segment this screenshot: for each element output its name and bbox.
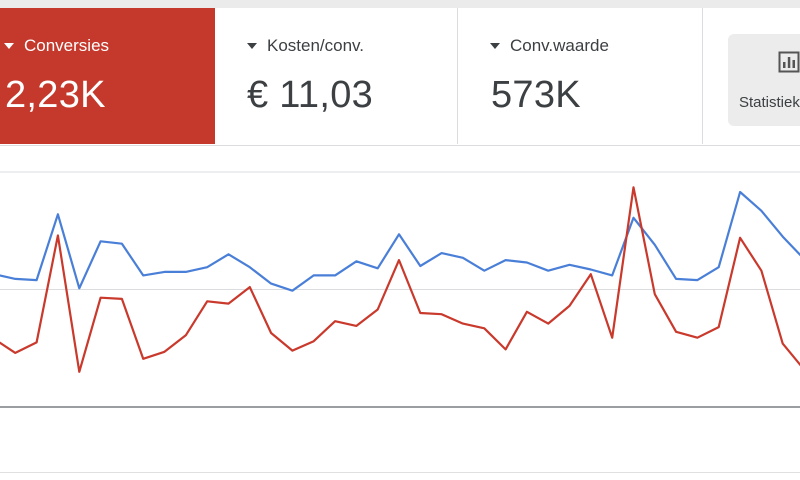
caret-down-icon[interactable]	[4, 43, 14, 49]
scorecard-value: 2,23K	[5, 74, 106, 116]
scorecard-label: Conversies	[24, 36, 110, 55]
scorecard-label-row: Conversies	[4, 36, 109, 56]
bottom-divider	[0, 472, 800, 473]
statistics-label: Statistieken	[739, 94, 800, 111]
caret-down-icon[interactable]	[247, 43, 257, 49]
scorecard-label-row: Conv.waarde	[490, 36, 609, 56]
bar-chart-icon	[778, 51, 800, 73]
performance-chart	[0, 146, 800, 472]
scorecard-label: Kosten/conv.	[267, 36, 365, 55]
scorecard-cost-per-conversion[interactable]: Kosten/conv. € 11,03	[215, 8, 458, 144]
scorecard-row: Conversies 2,23K Kosten/conv. € 11,03 Co…	[0, 8, 800, 146]
scorecard-value: € 11,03	[247, 74, 374, 116]
scorecard-conversions[interactable]: Conversies 2,23K	[0, 8, 215, 144]
scorecard-label-row: Kosten/conv.	[247, 36, 364, 56]
statistics-button[interactable]: Statistieken	[728, 34, 800, 126]
top-divider	[0, 0, 800, 8]
series-line-red	[0, 186, 800, 373]
scorecard-value: 573K	[491, 74, 581, 116]
series-line-blue	[0, 190, 800, 292]
line-chart	[0, 171, 800, 408]
caret-down-icon[interactable]	[490, 43, 500, 49]
scorecard-conversion-value[interactable]: Conv.waarde 573K	[458, 8, 703, 144]
scorecard-label: Conv.waarde	[510, 36, 609, 55]
